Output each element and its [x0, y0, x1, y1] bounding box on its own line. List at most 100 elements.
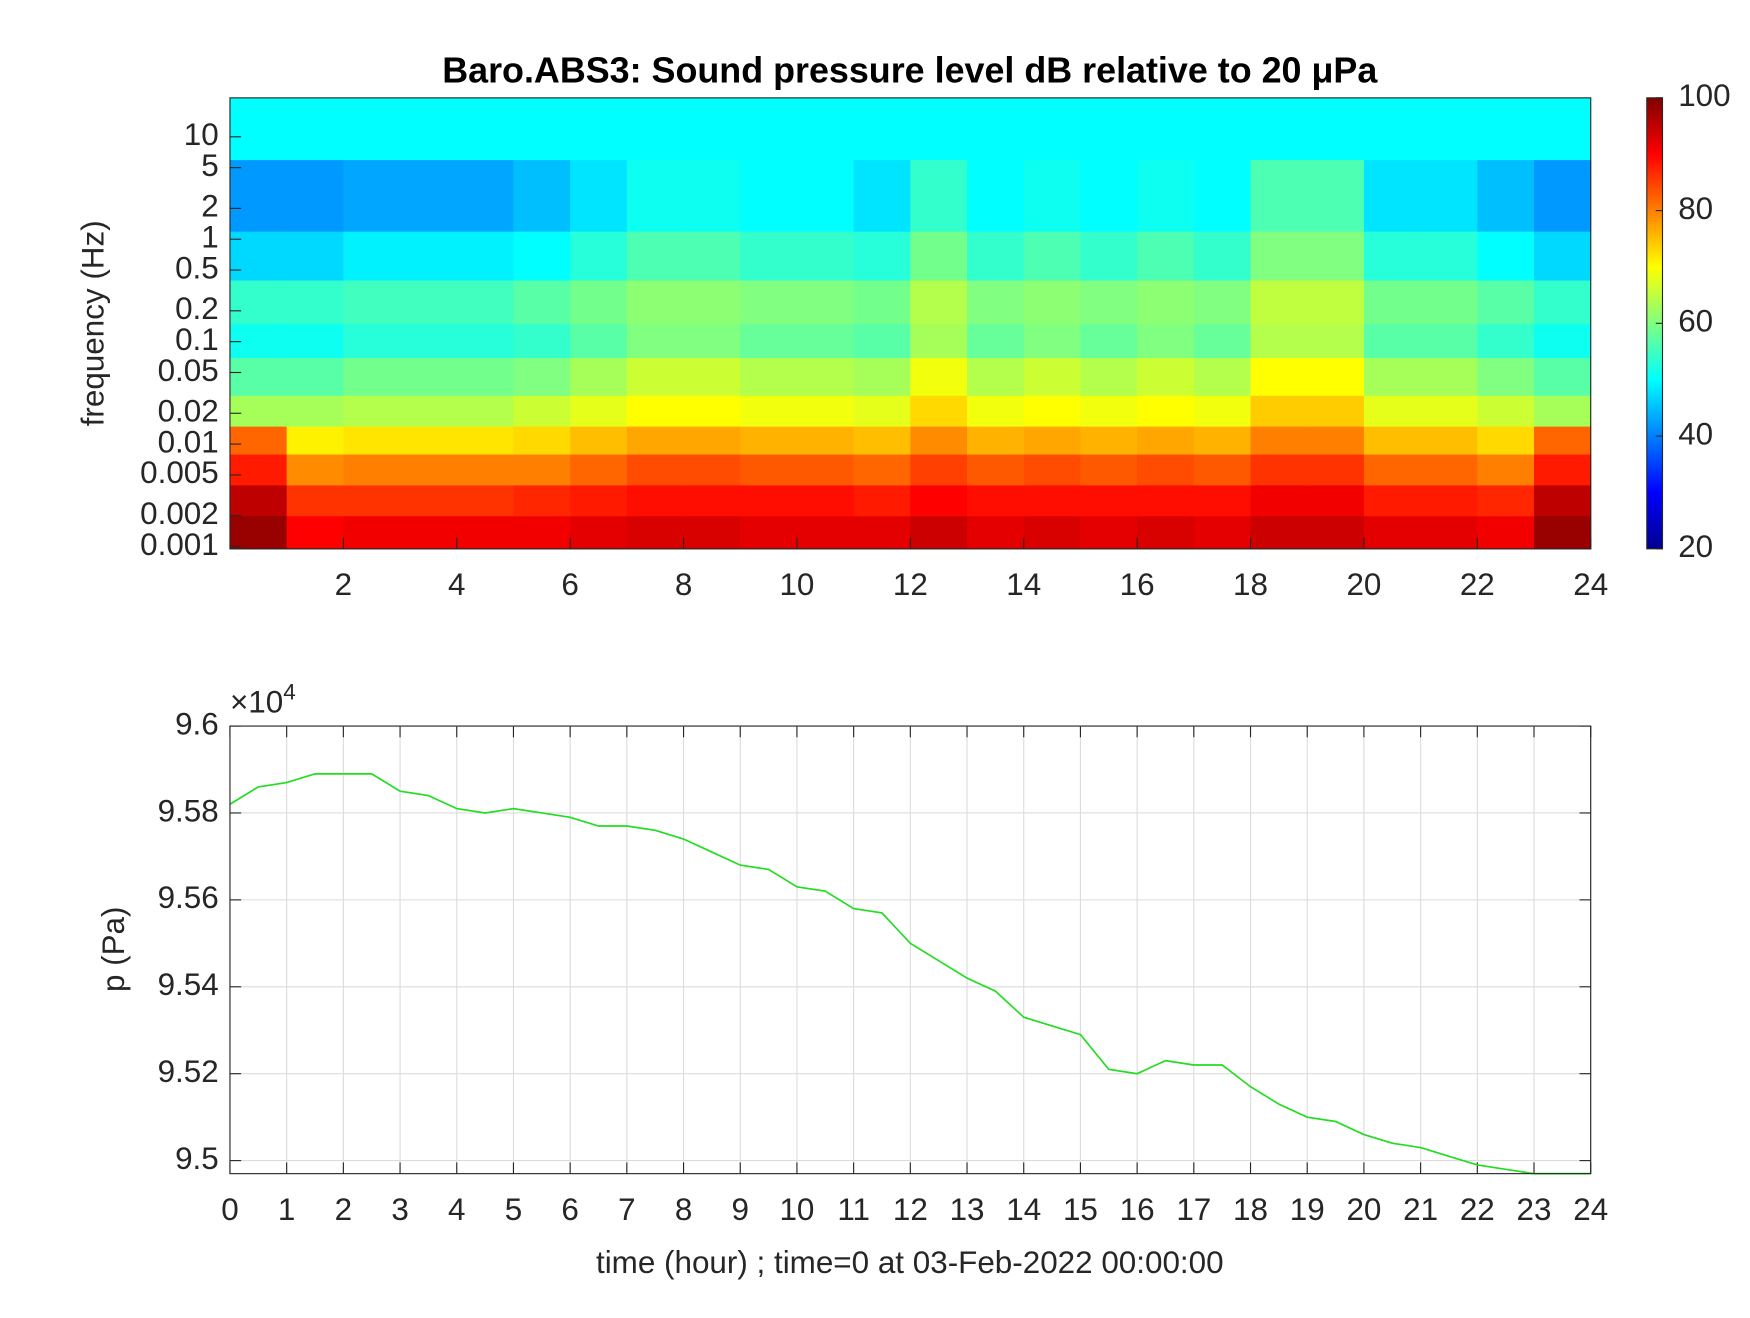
- x-tick-label: 1: [278, 1192, 295, 1227]
- heat-cell: [683, 279, 741, 325]
- heat-cell: [1534, 454, 1592, 486]
- heat-cell: [400, 357, 458, 396]
- heat-cell: [1307, 357, 1365, 396]
- x-tick-label: 7: [618, 1192, 635, 1227]
- x-tick-label: 2: [335, 567, 352, 602]
- heat-cell: [1080, 426, 1138, 455]
- x-tick-label: 14: [1006, 1192, 1041, 1227]
- heat-cell: [513, 323, 571, 359]
- heat-cell: [740, 395, 798, 427]
- heat-cell: [1307, 279, 1365, 325]
- x-tick-label: 19: [1290, 1192, 1325, 1227]
- heat-cell: [853, 484, 911, 517]
- heat-cell: [1477, 279, 1535, 325]
- heat-cell: [570, 159, 628, 232]
- heat-cell: [910, 97, 968, 161]
- x-tick-label: 13: [950, 1192, 985, 1227]
- heat-cell: [740, 454, 798, 486]
- heat-cell: [1193, 159, 1252, 232]
- heat-cell: [1477, 231, 1535, 281]
- heat-cell: [1477, 97, 1535, 161]
- heat-cell: [400, 97, 458, 161]
- heat-cell: [570, 426, 628, 455]
- heat-cell: [910, 454, 968, 486]
- heat-cell: [343, 395, 401, 427]
- heat-cell: [1250, 231, 1308, 281]
- heat-cell: [853, 454, 911, 486]
- heat-cell: [456, 97, 515, 161]
- heat-cell: [400, 515, 458, 550]
- heat-cell: [910, 323, 968, 359]
- heat-cell: [1420, 357, 1478, 396]
- heat-cell: [1420, 484, 1478, 517]
- heat-cell: [343, 159, 401, 232]
- heat-cell: [740, 231, 798, 281]
- chart-title: Baro.ABS3: Sound pressure level dB relat…: [442, 51, 1378, 91]
- colorbar-tick-label: 40: [1678, 416, 1713, 451]
- heat-cell: [740, 159, 798, 232]
- heat-cell: [626, 97, 685, 161]
- x-tick-label: 4: [448, 567, 465, 602]
- heat-cell: [343, 279, 401, 325]
- heat-cell: [456, 357, 515, 396]
- heat-cell: [400, 484, 458, 517]
- heat-cell: [229, 279, 288, 325]
- heat-cell: [1534, 395, 1592, 427]
- heat-cell: [1250, 395, 1308, 427]
- heat-cell: [626, 357, 685, 396]
- heat-cell: [740, 97, 798, 161]
- heat-cell: [229, 426, 288, 455]
- heat-cell: [1023, 426, 1081, 455]
- heat-cell: [1193, 426, 1252, 455]
- plot-frame: [229, 725, 1592, 1175]
- y-tick-label: 0.01: [158, 424, 219, 459]
- heat-cell: [853, 97, 911, 161]
- heat-cell: [796, 97, 855, 161]
- heat-cell: [1363, 515, 1422, 550]
- heat-cell: [626, 484, 685, 517]
- heat-cell: [1307, 454, 1365, 486]
- heat-cell: [626, 426, 685, 455]
- heat-cell: [967, 395, 1025, 427]
- y-tick-label: 5: [201, 148, 218, 183]
- y-tick-label: 0.02: [158, 394, 219, 429]
- heat-cell: [1477, 426, 1535, 455]
- heat-cell: [400, 426, 458, 455]
- heat-cell: [400, 159, 458, 232]
- heat-cell: [1080, 484, 1138, 517]
- heat-cell: [1250, 484, 1308, 517]
- heat-cell: [910, 515, 968, 550]
- x-tick-label: 16: [1120, 1192, 1155, 1227]
- heat-cell: [1250, 97, 1308, 161]
- heat-cell: [910, 357, 968, 396]
- heat-cell: [683, 231, 741, 281]
- heat-cell: [967, 231, 1025, 281]
- heat-cell: [796, 515, 855, 550]
- heat-cell: [1363, 231, 1422, 281]
- heat-cell: [1023, 231, 1081, 281]
- heat-cell: [1250, 357, 1308, 396]
- heat-cell: [229, 97, 288, 161]
- heat-cell: [1534, 279, 1592, 325]
- y-multiplier: ×104: [230, 679, 296, 720]
- heat-cell: [343, 97, 401, 161]
- y-tick-label: 9.58: [158, 793, 219, 828]
- heat-cell: [853, 357, 911, 396]
- heat-cell: [400, 395, 458, 427]
- y-tick-label: 10: [184, 117, 219, 152]
- heat-cell: [1137, 97, 1195, 161]
- heat-cell: [626, 279, 685, 325]
- y-tick-label: 0.2: [175, 291, 219, 326]
- heat-cell: [910, 395, 968, 427]
- heat-cell: [1137, 159, 1195, 232]
- x-axis-label: time (hour) ; time=0 at 03-Feb-2022 00:0…: [596, 1245, 1224, 1280]
- x-tick-label: 0: [221, 1192, 238, 1227]
- heat-cell: [1420, 159, 1478, 232]
- heat-cell: [1420, 97, 1478, 161]
- heat-cell: [1420, 426, 1478, 455]
- heat-cell: [967, 159, 1025, 232]
- heat-cell: [343, 515, 401, 550]
- heat-cell: [343, 323, 401, 359]
- heat-cell: [1080, 395, 1138, 427]
- heat-cell: [967, 279, 1025, 325]
